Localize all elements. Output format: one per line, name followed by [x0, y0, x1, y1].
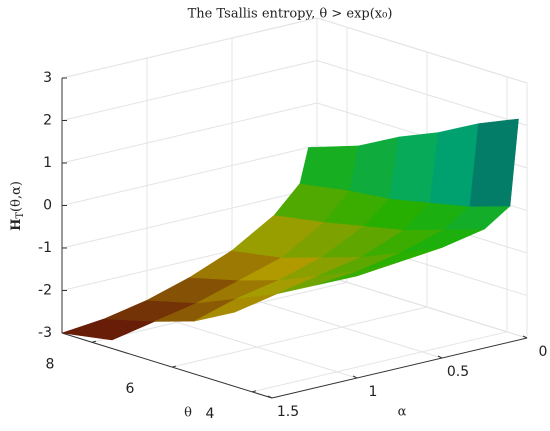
x-tick-label: 4: [206, 406, 215, 422]
x-tick-label: 6: [126, 381, 135, 397]
z-label-main: H: [9, 219, 24, 231]
x-axis-label: θ: [184, 406, 192, 421]
grid-line: [146, 312, 358, 379]
z-tick-label: 1: [43, 155, 52, 171]
y-tick-label: 0: [539, 344, 548, 360]
grid-line: [61, 102, 318, 164]
y-tick: [437, 355, 443, 359]
y-tick: [267, 395, 273, 399]
y-axis-label: α: [398, 405, 407, 420]
y-tick-label: 1.5: [277, 404, 299, 420]
grid-line: [61, 145, 318, 206]
chart-title: The Tsallis entropy, θ > exp(x₀): [188, 7, 393, 22]
z-label-args: (θ,α): [9, 181, 24, 212]
z-tick-label: 3: [43, 70, 52, 86]
z-tick-label: -3: [38, 325, 52, 341]
z-axis-label: HT(θ,α): [9, 181, 26, 231]
y-tick: [352, 375, 358, 379]
y-tick-label: 1: [369, 384, 378, 400]
z-tick-label: -2: [38, 283, 52, 299]
z-label-sub: T: [15, 212, 26, 219]
grid-line: [61, 60, 318, 121]
grid-line: [316, 17, 528, 84]
y-tick-label: 0.5: [447, 364, 469, 380]
x-tick: [251, 390, 257, 393]
z-tick-label: -1: [38, 240, 52, 256]
grid-line: [61, 17, 318, 79]
x-tick: [171, 365, 177, 368]
z-tick-label: 0: [43, 198, 52, 214]
grid-line: [316, 60, 528, 126]
z-tick-label: 2: [43, 113, 52, 129]
grid-line: [316, 272, 528, 339]
x-tick-label: 8: [46, 356, 55, 372]
y-tick: [522, 335, 528, 339]
y-axis: [271, 337, 528, 399]
grid-line: [231, 292, 443, 359]
surface-patch: [469, 118, 519, 207]
grid-line: [171, 306, 428, 368]
grid-line: [251, 331, 508, 393]
x-tick: [91, 340, 97, 343]
grid-line: [61, 187, 318, 249]
surface-patch: [299, 145, 359, 191]
x-axis: [61, 332, 273, 399]
